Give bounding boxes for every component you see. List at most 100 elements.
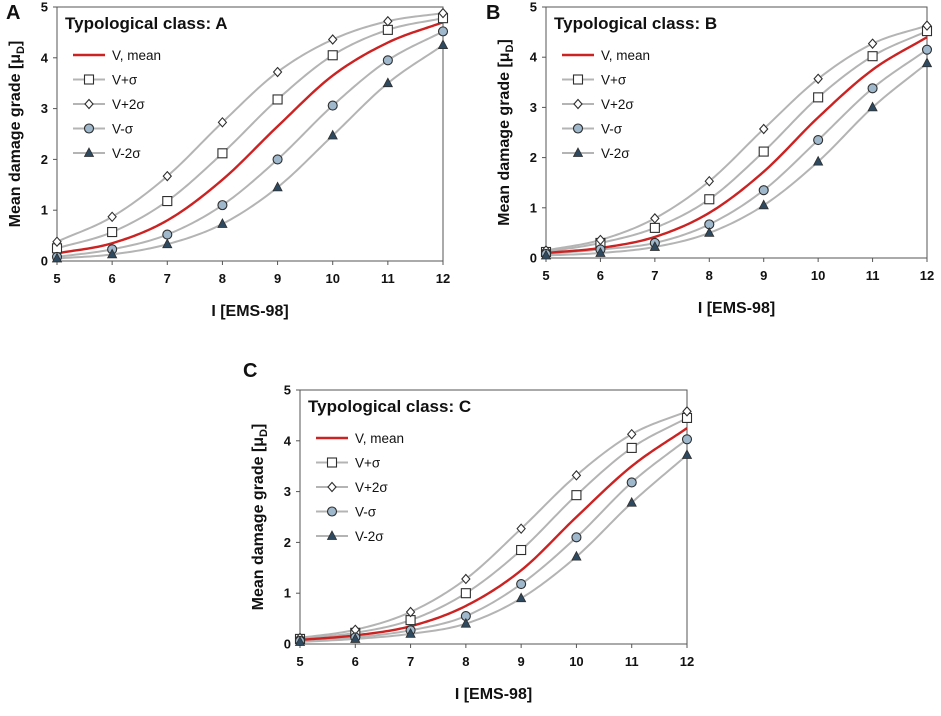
- data-point-diamond: [162, 170, 173, 182]
- y-tick-label: 3: [41, 101, 48, 116]
- y-tick-label: 2: [284, 535, 291, 550]
- data-point-circle: [921, 44, 933, 55]
- data-point-diamond: [867, 38, 878, 49]
- data-point-triangle: [106, 248, 118, 259]
- data-point-triangle: [217, 218, 228, 228]
- data-point-circle: [758, 185, 769, 196]
- y-tick-label: 0: [284, 637, 291, 652]
- data-point-triangle: [595, 247, 606, 257]
- data-point-diamond: [758, 123, 769, 135]
- legend-label: V+2σ: [112, 97, 145, 112]
- y-tick-label: 5: [41, 0, 48, 15]
- x-tick-label: 5: [53, 271, 60, 286]
- x-tick-label: 10: [325, 271, 339, 286]
- x-axis-title: I [EMS-98]: [455, 686, 532, 703]
- data-point-circle: [626, 477, 637, 488]
- legend-label: V-σ: [355, 505, 377, 520]
- y-tick-label: 2: [41, 152, 48, 167]
- band-curve-circle: [299, 438, 688, 642]
- mean-curve: [56, 21, 444, 255]
- band-curve-square: [56, 17, 444, 250]
- data-point-triangle: [626, 496, 637, 507]
- data-point-triangle: [272, 181, 283, 192]
- data-point-square: [327, 50, 338, 61]
- x-tick-label: 12: [436, 271, 450, 286]
- data-point-diamond: [327, 34, 338, 45]
- y-axis-title: Mean damage grade [μD]: [250, 424, 270, 611]
- band-curve-square: [545, 30, 928, 253]
- x-tick-label: 6: [109, 271, 116, 286]
- legend-marker-circle: [572, 123, 584, 134]
- x-tick-label: 5: [296, 654, 303, 669]
- legend-marker-diamond: [573, 98, 583, 110]
- data-point-square: [867, 51, 878, 62]
- data-point-square: [382, 24, 393, 35]
- panel-letter: C: [243, 360, 258, 382]
- data-point-square: [758, 146, 769, 157]
- plot-frame: [545, 6, 928, 259]
- legend-marker-square: [572, 74, 584, 85]
- data-point-triangle: [540, 249, 552, 260]
- data-point-square: [649, 222, 660, 233]
- data-point-circle: [437, 26, 449, 37]
- panel-letter: B: [486, 2, 501, 24]
- x-tick-label: 7: [651, 268, 658, 283]
- data-point-triangle: [812, 155, 824, 166]
- data-point-diamond: [107, 211, 117, 223]
- data-point-square: [704, 194, 715, 205]
- data-point-triangle: [515, 592, 527, 603]
- data-point-circle: [516, 579, 527, 590]
- data-point-circle: [217, 200, 228, 211]
- data-point-triangle: [649, 241, 661, 251]
- x-tick-label: 9: [518, 654, 525, 669]
- data-point-diamond: [813, 73, 823, 85]
- data-point-diamond: [571, 470, 582, 481]
- data-point-diamond: [516, 523, 526, 535]
- data-point-triangle: [294, 636, 306, 646]
- data-point-square: [107, 226, 118, 238]
- data-point-diamond: [922, 20, 932, 31]
- legend-label: V, mean: [112, 48, 161, 63]
- y-tick-label: 3: [530, 100, 537, 115]
- band-curve-square: [299, 417, 688, 640]
- data-point-square: [460, 588, 471, 599]
- panel-a: A 0 1 2 3 4 5 5 6 7 8 9 10 11 12 I [EMS-98] Mean damage…: [0, 0, 470, 340]
- data-point-triangle: [350, 633, 361, 643]
- data-point-square: [217, 148, 228, 159]
- band-curve-circle: [545, 48, 928, 255]
- legend-marker-diamond: [327, 481, 337, 493]
- data-point-circle: [813, 134, 824, 146]
- panel-letter: A: [6, 2, 21, 24]
- x-tick-label: 8: [706, 268, 713, 283]
- y-tick-label: 5: [284, 383, 291, 398]
- legend-marker-square: [83, 74, 95, 85]
- band-curve-circle: [56, 30, 444, 258]
- legend-label: V, mean: [601, 48, 650, 63]
- y-tick-label: 1: [284, 586, 291, 601]
- band-curve-diamond: [56, 12, 444, 243]
- y-tick-label: 2: [530, 150, 537, 165]
- mean-curve: [545, 36, 928, 255]
- legend-marker-circle: [326, 506, 338, 517]
- data-point-circle: [327, 100, 338, 111]
- mean-curve: [299, 427, 688, 642]
- legend-title: Typological class: C: [308, 397, 471, 416]
- data-point-diamond: [217, 116, 228, 128]
- band-curve-diamond: [299, 410, 688, 639]
- data-point-triangle: [704, 227, 715, 237]
- x-axis-title: I [EMS-98]: [211, 303, 288, 320]
- data-point-diamond: [650, 213, 660, 224]
- y-tick-label: 0: [530, 251, 537, 266]
- y-tick-label: 1: [41, 203, 48, 218]
- data-point-triangle: [382, 77, 394, 88]
- legend-label: V, mean: [355, 431, 404, 446]
- data-point-triangle: [681, 449, 693, 459]
- data-point-square: [626, 442, 637, 453]
- legend-label: V-σ: [601, 122, 623, 137]
- legend-label: V+σ: [601, 73, 627, 88]
- legend-label: V+σ: [112, 73, 138, 88]
- data-point-triangle: [405, 627, 416, 638]
- x-tick-label: 12: [920, 268, 934, 283]
- data-point-square: [813, 92, 824, 103]
